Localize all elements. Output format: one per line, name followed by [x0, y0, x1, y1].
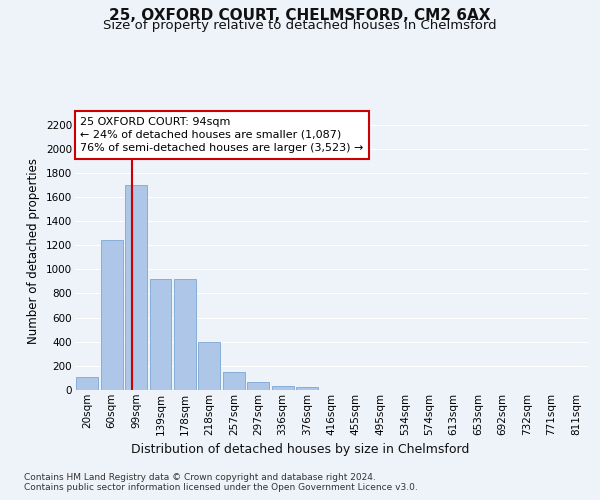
Text: 25 OXFORD COURT: 94sqm
← 24% of detached houses are smaller (1,087)
76% of semi-: 25 OXFORD COURT: 94sqm ← 24% of detached… [80, 116, 364, 153]
Text: Distribution of detached houses by size in Chelmsford: Distribution of detached houses by size … [131, 442, 469, 456]
Text: Size of property relative to detached houses in Chelmsford: Size of property relative to detached ho… [103, 18, 497, 32]
Y-axis label: Number of detached properties: Number of detached properties [28, 158, 40, 344]
Bar [101, 240, 122, 390]
Text: 25, OXFORD COURT, CHELMSFORD, CM2 6AX: 25, OXFORD COURT, CHELMSFORD, CM2 6AX [109, 8, 491, 22]
Bar [272, 386, 293, 390]
Bar [125, 185, 147, 390]
Text: Contains HM Land Registry data © Crown copyright and database right 2024.: Contains HM Land Registry data © Crown c… [24, 472, 376, 482]
Bar [199, 342, 220, 390]
Bar [76, 376, 98, 390]
Bar [296, 387, 318, 390]
Bar [174, 279, 196, 390]
Bar [247, 382, 269, 390]
Bar [149, 279, 172, 390]
Text: Contains public sector information licensed under the Open Government Licence v3: Contains public sector information licen… [24, 482, 418, 492]
Bar [223, 372, 245, 390]
